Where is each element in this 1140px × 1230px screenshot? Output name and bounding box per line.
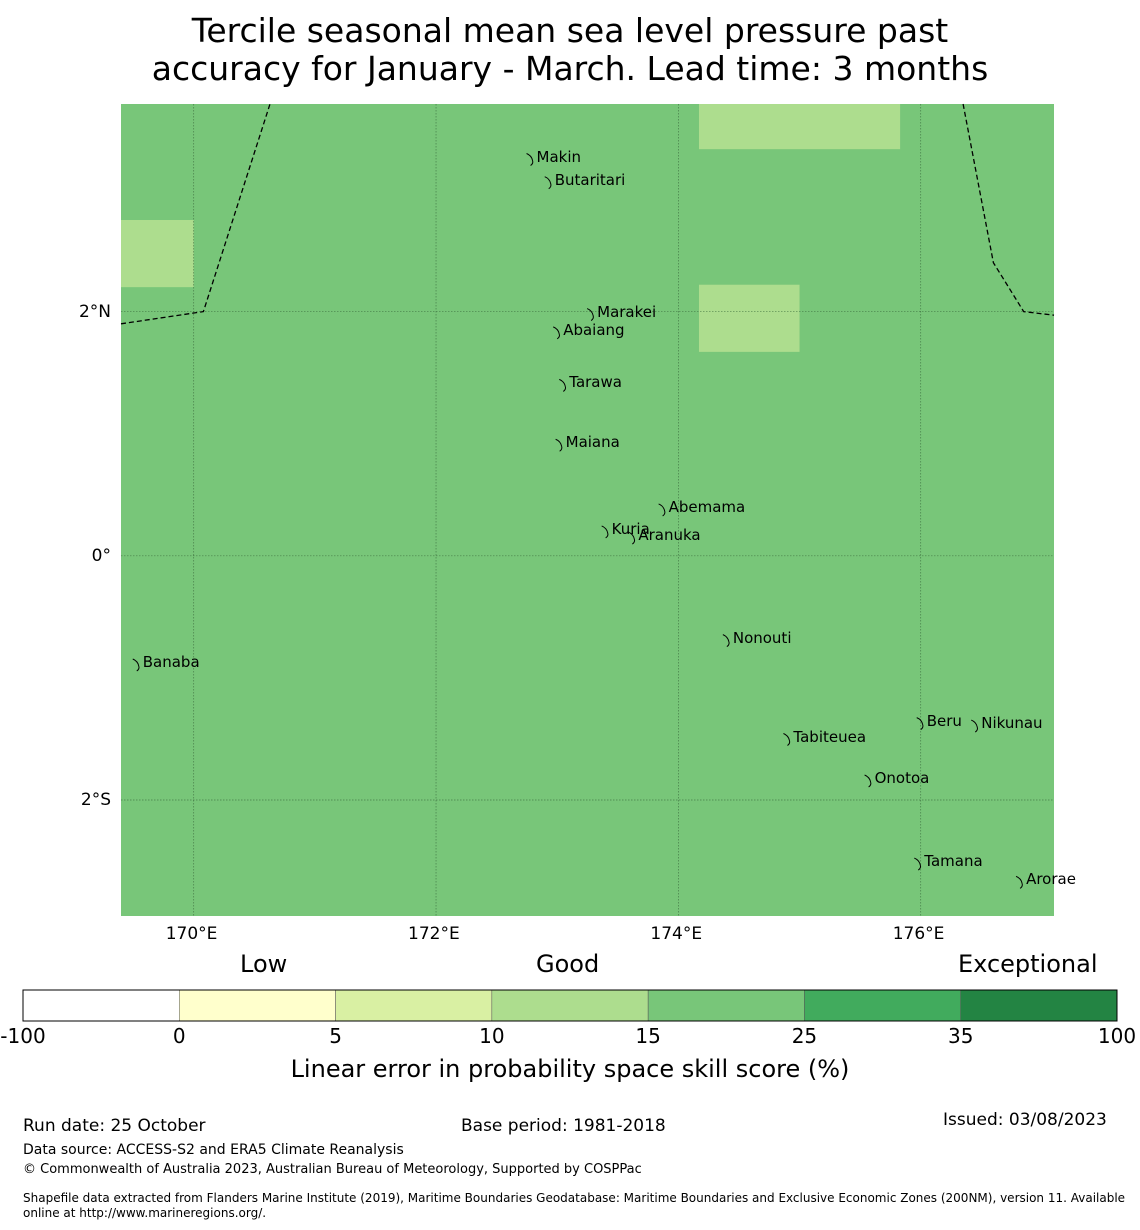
- island-label-butaritari: Butaritari: [554, 170, 626, 189]
- category-label-good: Good: [536, 950, 600, 978]
- island-outline-onotoa: [864, 774, 872, 788]
- colorbar-segment-5: [647, 989, 805, 1022]
- island-outline-tamana: [914, 857, 922, 871]
- island-label-banaba: Banaba: [142, 653, 200, 672]
- skill-cell-3: [698, 284, 800, 352]
- eez-boundary-2: [962, 103, 1055, 316]
- colorbar-segment-6: [804, 989, 961, 1022]
- colorbar-segment-1: [22, 989, 180, 1022]
- island-outline-marakei: [586, 308, 594, 321]
- chart-title-line-1: Tercile seasonal mean sea level pressure…: [191, 11, 949, 50]
- island-label-tabiteuea: Tabiteuea: [793, 727, 867, 746]
- island-outline-maiana: [555, 438, 563, 452]
- y-tick-label--2: 2°S: [80, 790, 111, 810]
- island-outline-banaba: [132, 658, 140, 672]
- island-label-nonouti: Nonouti: [732, 628, 792, 647]
- skill-field-background: [121, 104, 1054, 916]
- shapefile-credit-line-2: online at http://www.marineregions.org/.: [23, 1206, 267, 1220]
- base-period: Base period: 1981-2018: [461, 1116, 666, 1136]
- skill-cell-2: [698, 104, 901, 150]
- x-tick-label-172: 172°E: [408, 924, 460, 944]
- shapefile-credit-line-1: Shapefile data extracted from Flanders M…: [23, 1191, 1126, 1205]
- island-outline-kuria: [601, 525, 609, 539]
- colorbar-tick-8: 100: [1097, 1024, 1137, 1048]
- island-outline-aranuka: [628, 531, 636, 545]
- y-tick-label-2: 2°N: [78, 301, 111, 322]
- chart-title-line-2: accuracy for January - March. Lead time:…: [151, 49, 989, 88]
- x-tick-label-176: 176°E: [892, 924, 945, 944]
- data-source: Data source: ACCESS-S2 and ERA5 Climate …: [23, 1142, 404, 1158]
- map-svg: [22, 103, 1118, 1022]
- colorbar-segment-4: [491, 989, 649, 1022]
- colorbar-tick-6: 25: [791, 1024, 818, 1048]
- category-label-low: Low: [240, 950, 288, 978]
- island-label-beru: Beru: [926, 711, 962, 730]
- y-tick-label-0: 0°: [91, 545, 111, 566]
- x-tick-label-174: 174°E: [650, 924, 703, 944]
- island-label-onotoa: Onotoa: [874, 769, 930, 788]
- colorbar-title: Linear error in probability space skill …: [290, 1055, 850, 1083]
- island-label-kuria: Kuria: [611, 519, 650, 538]
- colorbar-segment-3: [335, 989, 493, 1022]
- island-label-marakei: Marakei: [597, 302, 657, 321]
- island-outline-tabiteuea: [783, 733, 791, 746]
- category-label-exceptional: Exceptional: [958, 950, 1098, 978]
- colorbar-tick-2: 0: [172, 1024, 186, 1048]
- skill-cell-1: [121, 220, 194, 288]
- island-outline-nikunau: [971, 719, 978, 733]
- island-outline-arorae: [1015, 875, 1023, 889]
- island-label-nikunau: Nikunau: [981, 714, 1043, 733]
- island-label-tamana: Tamana: [924, 852, 983, 871]
- island-outline-nonouti: [722, 634, 730, 648]
- colorbar-tick-4: 10: [479, 1024, 505, 1048]
- copyright: © Commonwealth of Australia 2023, Austra…: [23, 1162, 642, 1177]
- island-outline-abaiang: [553, 326, 560, 340]
- island-outline-beru: [916, 717, 924, 731]
- island-label-arorae: Arorae: [1026, 870, 1076, 889]
- island-outline-makin: [526, 153, 534, 166]
- colorbar-frame: [22, 989, 1118, 1022]
- island-label-abemama: Abemama: [668, 497, 746, 516]
- issued-date: Issued: 03/08/2023: [943, 1110, 1107, 1130]
- island-outline-tarawa: [559, 378, 567, 392]
- colorbar-tick-3: 5: [329, 1024, 342, 1048]
- island-label-tarawa: Tarawa: [569, 373, 622, 392]
- colorbar-segment-2: [179, 989, 336, 1022]
- island-label-aranuka: Aranuka: [638, 526, 701, 545]
- x-tick-label-170: 170°E: [165, 924, 218, 944]
- island-label-abaiang: Abaiang: [563, 320, 625, 339]
- island-label-maiana: Maiana: [565, 433, 620, 452]
- run-date: Run date: 25 October: [23, 1116, 206, 1136]
- island-outline-butaritari: [544, 176, 552, 190]
- island-outline-abemama: [658, 503, 666, 517]
- colorbar-segment-7: [960, 989, 1118, 1022]
- colorbar-tick-5: 15: [635, 1024, 661, 1048]
- colorbar-tick-7: 35: [947, 1024, 974, 1048]
- eez-boundary-1: [120, 103, 271, 325]
- island-label-makin: Makin: [536, 147, 582, 166]
- colorbar-tick-1: -100: [0, 1024, 46, 1048]
